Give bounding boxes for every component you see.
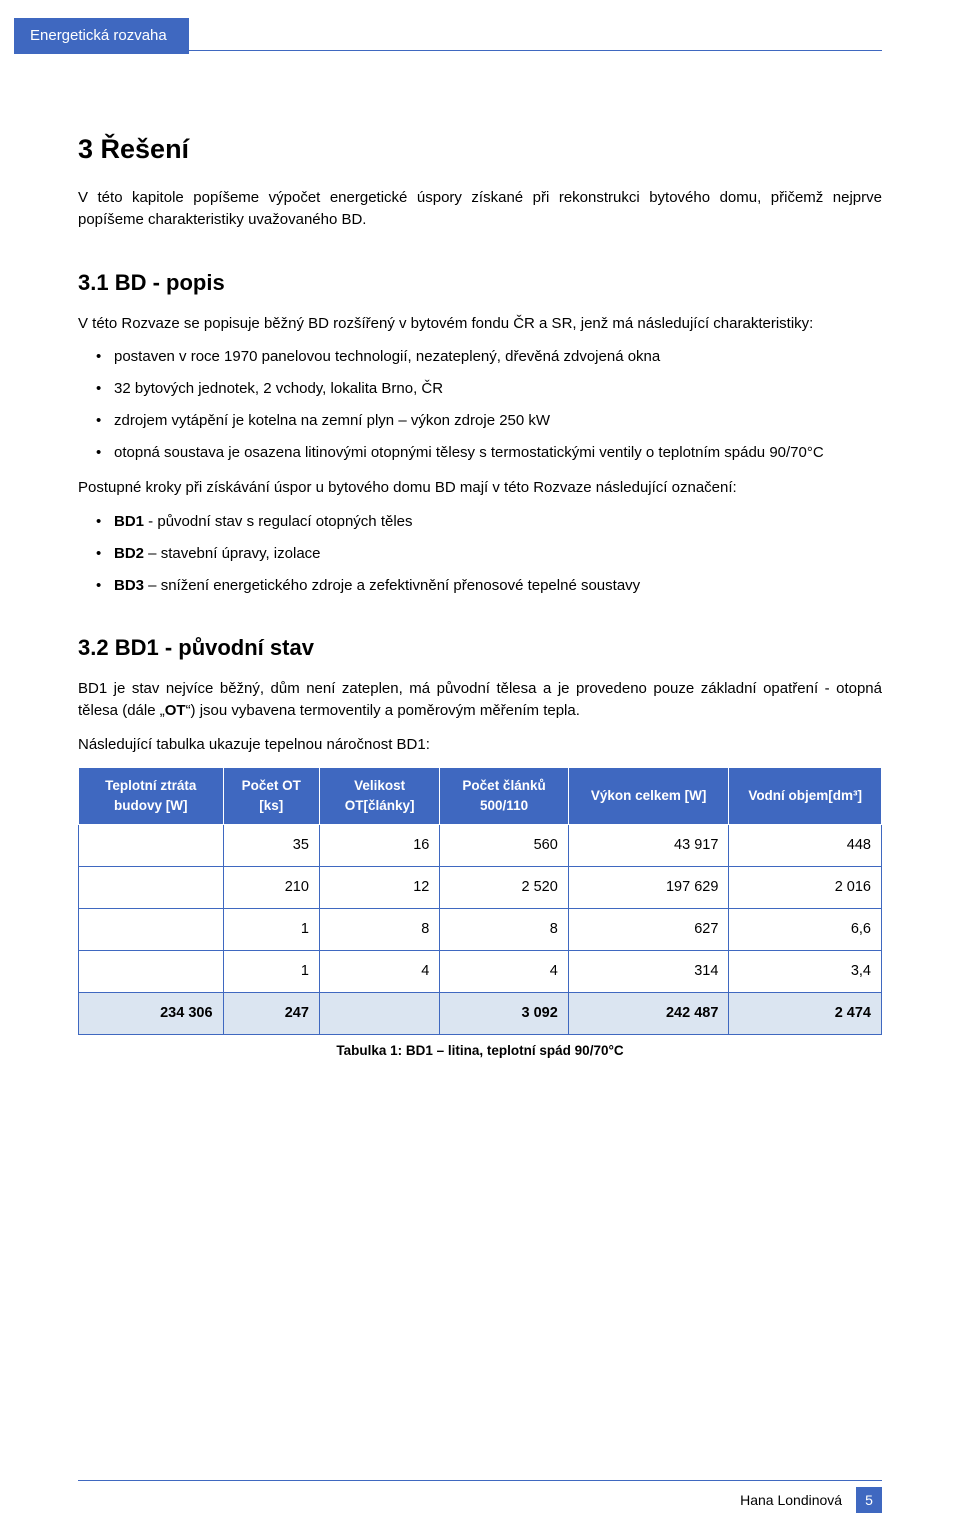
step-label: BD2	[114, 545, 144, 562]
cell	[79, 908, 224, 950]
table-row: 1 8 8 627 6,6	[79, 908, 882, 950]
cell: 448	[729, 824, 882, 866]
characteristics-list: postaven v roce 1970 panelovou technolog…	[78, 346, 882, 463]
cell: 12	[319, 866, 439, 908]
bd1-table: Teplotní ztráta budovy [W] Počet OT [ks]…	[78, 767, 882, 1034]
p1-ot: OT	[165, 702, 186, 719]
cell: 4	[319, 950, 439, 992]
cell: 197 629	[568, 866, 729, 908]
list-item: postaven v roce 1970 panelovou technolog…	[78, 346, 882, 368]
cell: 6,6	[729, 908, 882, 950]
cell	[319, 992, 439, 1034]
cell: 210	[223, 866, 319, 908]
footer-page-number: 5	[856, 1487, 882, 1513]
table-wrap: Teplotní ztráta budovy [W] Počet OT [ks]…	[78, 767, 882, 1060]
p1-part-c: “) jsou vybavena termoventily a poměrový…	[186, 702, 580, 719]
list-item: 32 bytových jednotek, 2 vchody, lokalita…	[78, 378, 882, 400]
cell: 242 487	[568, 992, 729, 1034]
list-item: zdrojem vytápění je kotelna na zemní ply…	[78, 410, 882, 432]
cell: 2 016	[729, 866, 882, 908]
col-header: Velikost OT[články]	[319, 768, 439, 824]
table-row: 35 16 560 43 917 448	[79, 824, 882, 866]
list-item: BD3 – snížení energetického zdroje a zef…	[78, 575, 882, 597]
step-text: – snížení energetického zdroje a zefekti…	[144, 577, 640, 594]
page: Energetická rozvaha 3 Řešení V této kapi…	[0, 0, 960, 1535]
table-header-row: Teplotní ztráta budovy [W] Počet OT [ks]…	[79, 768, 882, 824]
table-row: 210 12 2 520 197 629 2 016	[79, 866, 882, 908]
cell: 35	[223, 824, 319, 866]
section-3-2-p2: Následující tabulka ukazuje tepelnou nár…	[78, 734, 882, 756]
cell: 314	[568, 950, 729, 992]
cell	[79, 824, 224, 866]
list-item: BD1 - původní stav s regulací otopných t…	[78, 511, 882, 533]
cell: 2 520	[440, 866, 568, 908]
step-text: - původní stav s regulací otopných těles	[144, 513, 412, 530]
list-item: BD2 – stavební úpravy, izolace	[78, 543, 882, 565]
footer: Hana Londinová 5	[78, 1480, 882, 1513]
cell: 3 092	[440, 992, 568, 1034]
table-total-row: 234 306 247 3 092 242 487 2 474	[79, 992, 882, 1034]
col-header: Vodní objem[dm³]	[729, 768, 882, 824]
table-row: 1 4 4 314 3,4	[79, 950, 882, 992]
section-3-2-heading: 3.2 BD1 - původní stav	[78, 632, 882, 664]
section-3-heading: 3 Řešení	[78, 130, 882, 169]
section-3-1-intro: V této Rozvaze se popisuje běžný BD rozš…	[78, 313, 882, 335]
content-area: 3 Řešení V této kapitole popíšeme výpoče…	[78, 0, 882, 1060]
steps-intro: Postupné kroky při získávání úspor u byt…	[78, 477, 882, 499]
header-rule	[14, 50, 882, 51]
steps-list: BD1 - původní stav s regulací otopných t…	[78, 511, 882, 596]
footer-author: Hana Londinová	[740, 1492, 842, 1508]
col-header: Teplotní ztráta budovy [W]	[79, 768, 224, 824]
section-3-2-p1: BD1 je stav nejvíce běžný, dům není zate…	[78, 678, 882, 722]
cell: 4	[440, 950, 568, 992]
col-header: Výkon celkem [W]	[568, 768, 729, 824]
cell	[79, 950, 224, 992]
cell: 8	[319, 908, 439, 950]
cell: 3,4	[729, 950, 882, 992]
cell: 234 306	[79, 992, 224, 1034]
cell: 1	[223, 950, 319, 992]
section-3-intro: V této kapitole popíšeme výpočet energet…	[78, 187, 882, 231]
list-item: otopná soustava je osazena litinovými ot…	[78, 442, 882, 464]
cell: 16	[319, 824, 439, 866]
header-tab: Energetická rozvaha	[14, 18, 189, 54]
cell: 627	[568, 908, 729, 950]
cell: 8	[440, 908, 568, 950]
col-header: Počet OT [ks]	[223, 768, 319, 824]
cell: 1	[223, 908, 319, 950]
col-header: Počet článků 500/110	[440, 768, 568, 824]
step-text: – stavební úpravy, izolace	[144, 545, 320, 562]
cell: 560	[440, 824, 568, 866]
step-label: BD1	[114, 513, 144, 530]
cell: 247	[223, 992, 319, 1034]
table-caption: Tabulka 1: BD1 – litina, teplotní spád 9…	[78, 1041, 882, 1061]
section-3-1-heading: 3.1 BD - popis	[78, 267, 882, 299]
step-label: BD3	[114, 577, 144, 594]
cell: 2 474	[729, 992, 882, 1034]
cell	[79, 866, 224, 908]
cell: 43 917	[568, 824, 729, 866]
